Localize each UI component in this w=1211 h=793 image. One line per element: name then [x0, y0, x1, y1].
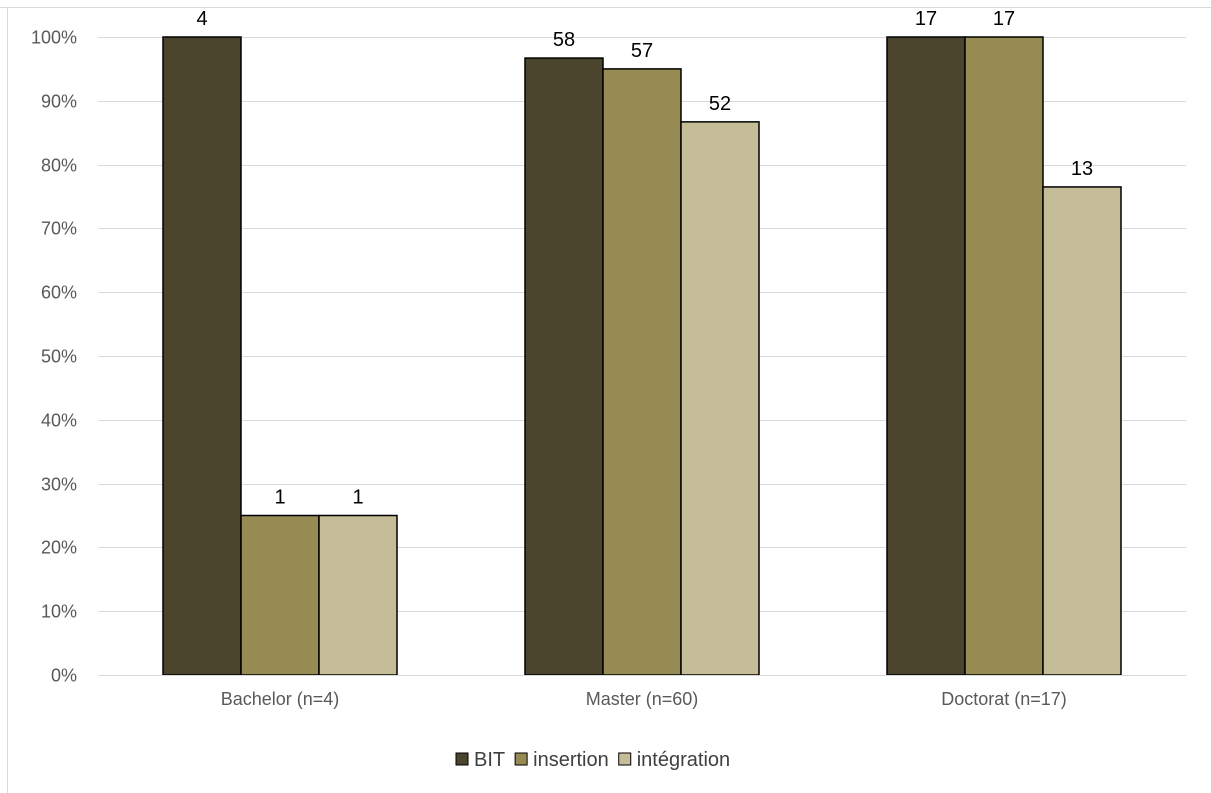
bar-bit — [162, 36, 242, 676]
data-label: 1 — [274, 487, 285, 509]
y-tick-label: 20% — [41, 538, 77, 558]
bar-insertion — [602, 68, 682, 676]
data-label: 58 — [553, 29, 575, 51]
y-tick-label: 70% — [41, 219, 77, 239]
y-tick-label: 90% — [41, 92, 77, 112]
y-tick-label: 80% — [41, 156, 77, 176]
axes: 0% 10% 20% 30% 40% 50% 60% 70% 80% 90% 100% Bachelo… — [31, 28, 1186, 709]
bar-bit — [886, 36, 966, 676]
bar-insertion — [964, 36, 1044, 676]
legend-swatch — [618, 752, 632, 766]
bar-insertion — [240, 514, 320, 676]
data-label: 52 — [709, 93, 731, 115]
data-label: 17 — [915, 8, 937, 30]
x-category-label: Doctorat (n=17) — [941, 689, 1067, 709]
legend-swatch — [514, 752, 528, 766]
y-tick-label: 10% — [41, 602, 77, 622]
data-label: 13 — [1071, 158, 1093, 180]
data-label: 57 — [631, 40, 653, 62]
legend-label: insertion — [533, 749, 609, 771]
y-tick-label: 0% — [51, 666, 77, 686]
legend-label: BIT — [474, 749, 505, 771]
x-category-label: Master (n=60) — [586, 689, 699, 709]
bars — [162, 36, 1122, 676]
chart-border — [0, 7, 1211, 793]
y-tick-label: 60% — [41, 283, 77, 303]
x-category-label: Bachelor (n=4) — [221, 689, 340, 709]
legend-label: intégration — [637, 749, 730, 771]
y-tick-label: 50% — [41, 347, 77, 367]
data-label: 4 — [196, 8, 207, 30]
bar-bit — [524, 57, 604, 676]
bar-int-gration — [1042, 186, 1122, 676]
data-labels: 4 1 1 58 57 52 17 17 13 — [196, 8, 1093, 509]
bar-int-gration — [318, 514, 398, 676]
data-label: 17 — [993, 8, 1015, 30]
data-label: 1 — [352, 487, 363, 509]
legend: BIT insertion intégration — [455, 749, 730, 771]
y-tick-label: 40% — [41, 411, 77, 431]
legend-swatch — [455, 752, 469, 766]
y-tick-label: 100% — [31, 28, 77, 48]
bar-int-gration — [680, 121, 760, 676]
y-tick-label: 30% — [41, 475, 77, 495]
